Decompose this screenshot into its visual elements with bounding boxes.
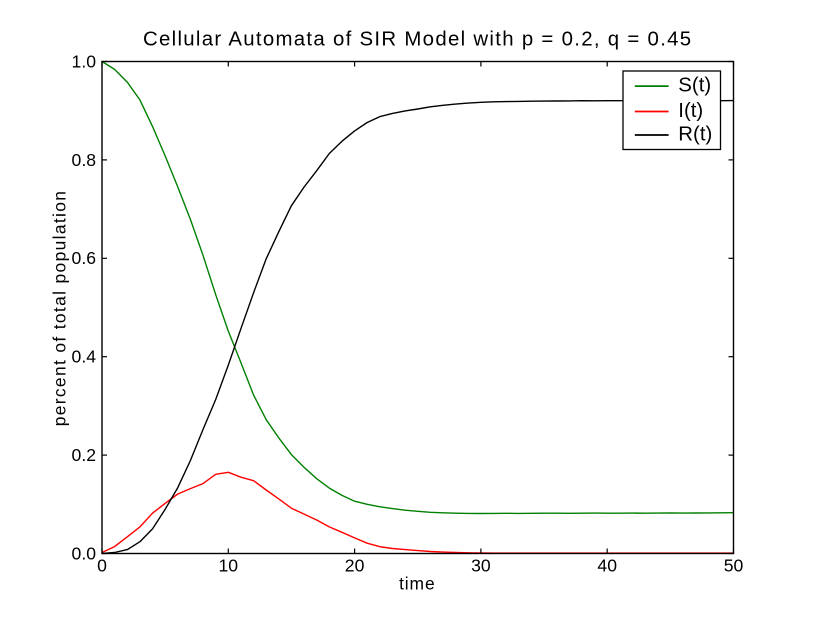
svg-text:0.8: 0.8 xyxy=(72,150,97,170)
svg-text:10: 10 xyxy=(219,556,239,576)
svg-text:40: 40 xyxy=(597,556,617,576)
svg-text:0: 0 xyxy=(97,556,107,576)
svg-text:R(t): R(t) xyxy=(678,123,712,145)
svg-text:I(t): I(t) xyxy=(678,100,703,122)
svg-text:50: 50 xyxy=(724,556,744,576)
svg-text:20: 20 xyxy=(345,556,365,576)
svg-text:0.0: 0.0 xyxy=(72,543,97,563)
svg-text:S(t): S(t) xyxy=(678,74,711,96)
svg-text:30: 30 xyxy=(471,556,491,576)
svg-text:0.4: 0.4 xyxy=(72,347,97,367)
svg-text:0.2: 0.2 xyxy=(72,445,96,465)
svg-text:percent of total population: percent of total population xyxy=(50,190,70,427)
svg-text:Cellular Automata of SIR Model: Cellular Automata of SIR Model with p = … xyxy=(143,29,692,51)
svg-text:0.6: 0.6 xyxy=(72,248,97,268)
svg-text:1.0: 1.0 xyxy=(72,51,97,71)
svg-text:time: time xyxy=(399,574,435,594)
